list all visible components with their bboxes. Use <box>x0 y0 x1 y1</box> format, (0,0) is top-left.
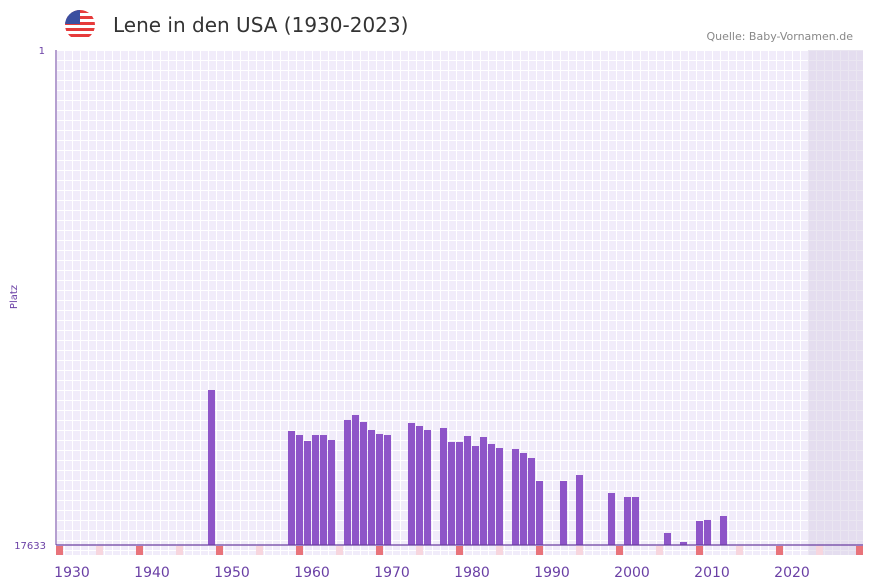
bar-1987[interactable] <box>528 457 535 545</box>
bar-1983[interactable] <box>496 448 503 545</box>
half-decade-marker <box>176 546 183 555</box>
bar-1986[interactable] <box>520 453 527 545</box>
bar-1974[interactable] <box>424 430 431 545</box>
decade-marker <box>216 546 223 555</box>
bar-1985[interactable] <box>512 448 519 545</box>
bar-1959[interactable] <box>304 440 311 545</box>
source-label: Quelle: Baby-Vornamen.de <box>706 30 853 43</box>
bar-1977[interactable] <box>448 441 455 545</box>
bar-1965[interactable] <box>352 414 359 545</box>
bar-1964[interactable] <box>344 419 351 545</box>
x-tick-label: 1930 <box>54 565 90 581</box>
half-decade-marker <box>416 546 423 555</box>
decade-marker <box>296 546 303 555</box>
bar-1980[interactable] <box>472 446 479 545</box>
chart-title: Lene in den USA (1930-2023) <box>113 13 409 37</box>
bar-1978[interactable] <box>456 441 463 545</box>
bar-1997[interactable] <box>608 493 615 545</box>
x-tick-label: 2010 <box>694 565 730 581</box>
us-flag-icon <box>65 10 95 44</box>
bar-1958[interactable] <box>296 435 303 545</box>
bar-2004[interactable] <box>664 532 671 545</box>
x-tick-label: 1940 <box>134 565 170 581</box>
bar-1982[interactable] <box>488 443 495 545</box>
decade-marker <box>56 546 63 555</box>
decade-marker <box>696 546 703 555</box>
bar-1962[interactable] <box>328 440 335 545</box>
bar-1976[interactable] <box>440 427 447 545</box>
x-tick-label: 1990 <box>534 565 570 581</box>
decade-marker <box>856 546 863 555</box>
bar-1961[interactable] <box>320 435 327 545</box>
bar-1979[interactable] <box>464 435 471 545</box>
bar-1993[interactable] <box>576 475 583 545</box>
x-tick-label: 1980 <box>454 565 490 581</box>
bar-1972[interactable] <box>408 422 415 545</box>
x-tick-label: 2000 <box>614 565 650 581</box>
bar-2006[interactable] <box>680 541 687 545</box>
bar-1973[interactable] <box>416 425 423 545</box>
half-decade-marker <box>96 546 103 555</box>
half-decade-marker <box>496 546 503 555</box>
half-decade-marker <box>736 546 743 555</box>
bar-2011[interactable] <box>720 515 727 545</box>
y-tick-top: 1 <box>39 46 45 57</box>
half-decade-marker <box>336 546 343 555</box>
bar-1947[interactable] <box>208 390 215 545</box>
bar-1988[interactable] <box>536 480 543 545</box>
bar-1991[interactable] <box>560 480 567 545</box>
y-axis-label: Platz <box>9 285 20 309</box>
x-tick-label: 1960 <box>294 565 330 581</box>
bar-1966[interactable] <box>360 422 367 545</box>
decade-marker <box>136 546 143 555</box>
bar-1981[interactable] <box>480 436 487 545</box>
decade-marker <box>776 546 783 555</box>
y-tick-bottom: 17633 <box>14 541 46 552</box>
x-tick-label: 1970 <box>374 565 410 581</box>
bar-2000[interactable] <box>632 496 639 545</box>
bar-1999[interactable] <box>624 496 631 545</box>
half-decade-marker <box>656 546 663 555</box>
half-decade-marker <box>256 546 263 555</box>
future-shade <box>808 50 863 555</box>
bar-1968[interactable] <box>376 433 383 545</box>
decade-marker <box>376 546 383 555</box>
decade-marker <box>456 546 463 555</box>
bar-2009[interactable] <box>704 519 711 545</box>
bar-1960[interactable] <box>312 435 319 545</box>
half-decade-marker <box>816 546 823 555</box>
x-tick-label: 1950 <box>214 565 250 581</box>
bar-1957[interactable] <box>288 430 295 545</box>
half-decade-marker <box>576 546 583 555</box>
decade-marker <box>536 546 543 555</box>
bar-1967[interactable] <box>368 430 375 545</box>
bar-1969[interactable] <box>384 435 391 545</box>
bar-2008[interactable] <box>696 520 703 545</box>
x-tick-label: 2020 <box>774 565 810 581</box>
decade-marker <box>616 546 623 555</box>
